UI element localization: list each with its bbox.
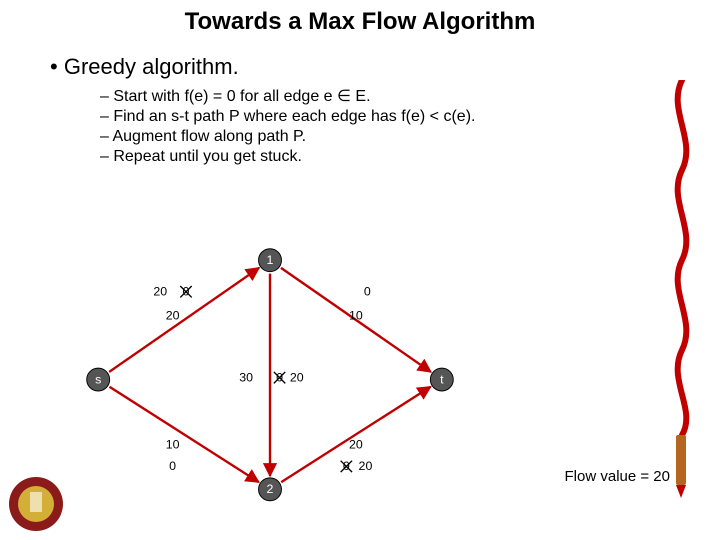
sub-bullet: Augment flow along path P. <box>100 128 720 146</box>
edge <box>281 387 430 482</box>
flow-graph: s12t 200201003002001020020 <box>60 225 480 515</box>
edge-label: 0 <box>169 459 176 473</box>
edge-label: 10 <box>166 437 180 451</box>
sub-bullet: Repeat until you get stuck. <box>100 148 720 166</box>
edge <box>109 268 259 372</box>
main-bullet-text: Greedy algorithm. <box>64 54 239 79</box>
edge-label: 20 <box>349 437 363 451</box>
edge-label: 0 <box>364 285 371 299</box>
flow-value-label: Flow value = 20 <box>565 468 670 485</box>
edge-label: 30 <box>239 370 253 384</box>
edge-label: 0 <box>343 459 350 473</box>
graph-node-label: s <box>95 372 101 386</box>
sub-bullet-list: Start with f(e) = 0 for all edge e ∈ E. … <box>100 86 720 166</box>
edge-label: 20 <box>166 308 180 322</box>
edge-label: 10 <box>349 308 363 322</box>
main-bullet: • Greedy algorithm. <box>50 54 720 80</box>
graph-node-label: 2 <box>267 482 274 496</box>
edge <box>109 387 258 482</box>
graph-node-label: t <box>440 372 444 386</box>
sub-bullet: Start with f(e) = 0 for all edge e ∈ E. <box>100 86 720 106</box>
edge-label: 0 <box>276 370 283 384</box>
edge-label: 20 <box>290 370 304 384</box>
edge-label: 20 <box>359 459 373 473</box>
edge-label: 0 <box>183 285 190 299</box>
crayon-decoration <box>662 80 700 500</box>
graph-node-label: 1 <box>267 253 274 267</box>
edge-label: 20 <box>153 285 167 299</box>
seal-icon <box>8 476 64 532</box>
slide-title: Towards a Max Flow Algorithm <box>0 0 720 36</box>
sub-bullet: Find an s-t path P where each edge has f… <box>100 108 720 126</box>
